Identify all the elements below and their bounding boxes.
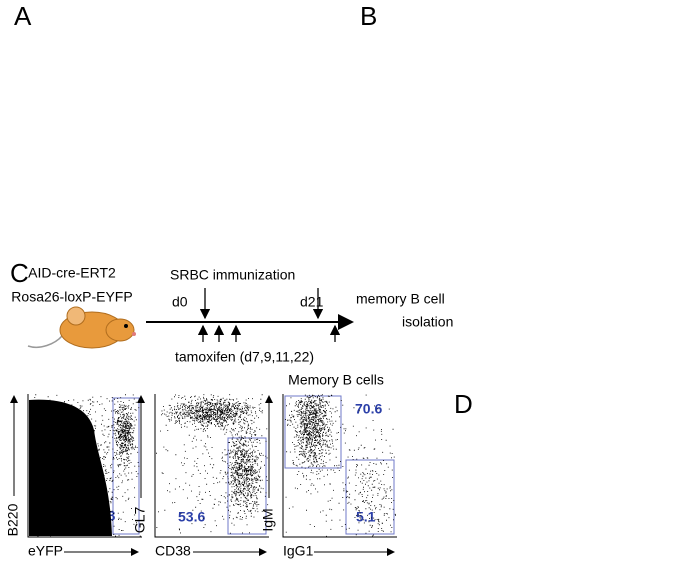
panel-label: D <box>454 389 473 419</box>
outcome-label: isolation <box>402 314 453 330</box>
flow-plot <box>27 394 397 538</box>
tamoxifen-label: tamoxifen (d7,9,11,22) <box>175 349 314 365</box>
gate-value: 70.6 <box>355 401 382 417</box>
mouse-label: Rosa26-loxP-EYFP <box>11 289 132 305</box>
gate-value: 5.1 <box>356 509 376 525</box>
flow-events <box>29 399 112 536</box>
flow-x-label: IgG1 <box>283 543 314 559</box>
flow-x-label: eYFP <box>28 543 63 559</box>
mouse-label: AID-cre-ERT2 <box>28 265 116 281</box>
flow-events <box>156 394 269 534</box>
panel-label: C <box>10 258 29 288</box>
flow-events <box>285 394 338 491</box>
flow-events <box>160 394 263 432</box>
flow-title: Memory B cells <box>288 372 384 388</box>
flow-y-label: IgM <box>260 508 276 531</box>
timepoint: d21 <box>300 294 324 310</box>
flow-events <box>29 394 137 537</box>
flow-x-label: CD38 <box>155 543 191 559</box>
gate-value: 53.6 <box>178 509 205 525</box>
mouse-icon <box>27 306 136 349</box>
panel-label: B <box>360 1 377 31</box>
outcome-label: memory B cell <box>356 291 445 307</box>
immunization-label: SRBC immunization <box>170 267 295 283</box>
flow-events <box>112 394 137 468</box>
flow-events <box>219 408 268 526</box>
flow-y-label: GL7 <box>132 507 148 534</box>
flow-y-label: B220 <box>5 503 21 536</box>
timepoint: d0 <box>172 294 188 310</box>
panel-label: A <box>14 1 32 31</box>
axis-arrows <box>10 395 395 556</box>
